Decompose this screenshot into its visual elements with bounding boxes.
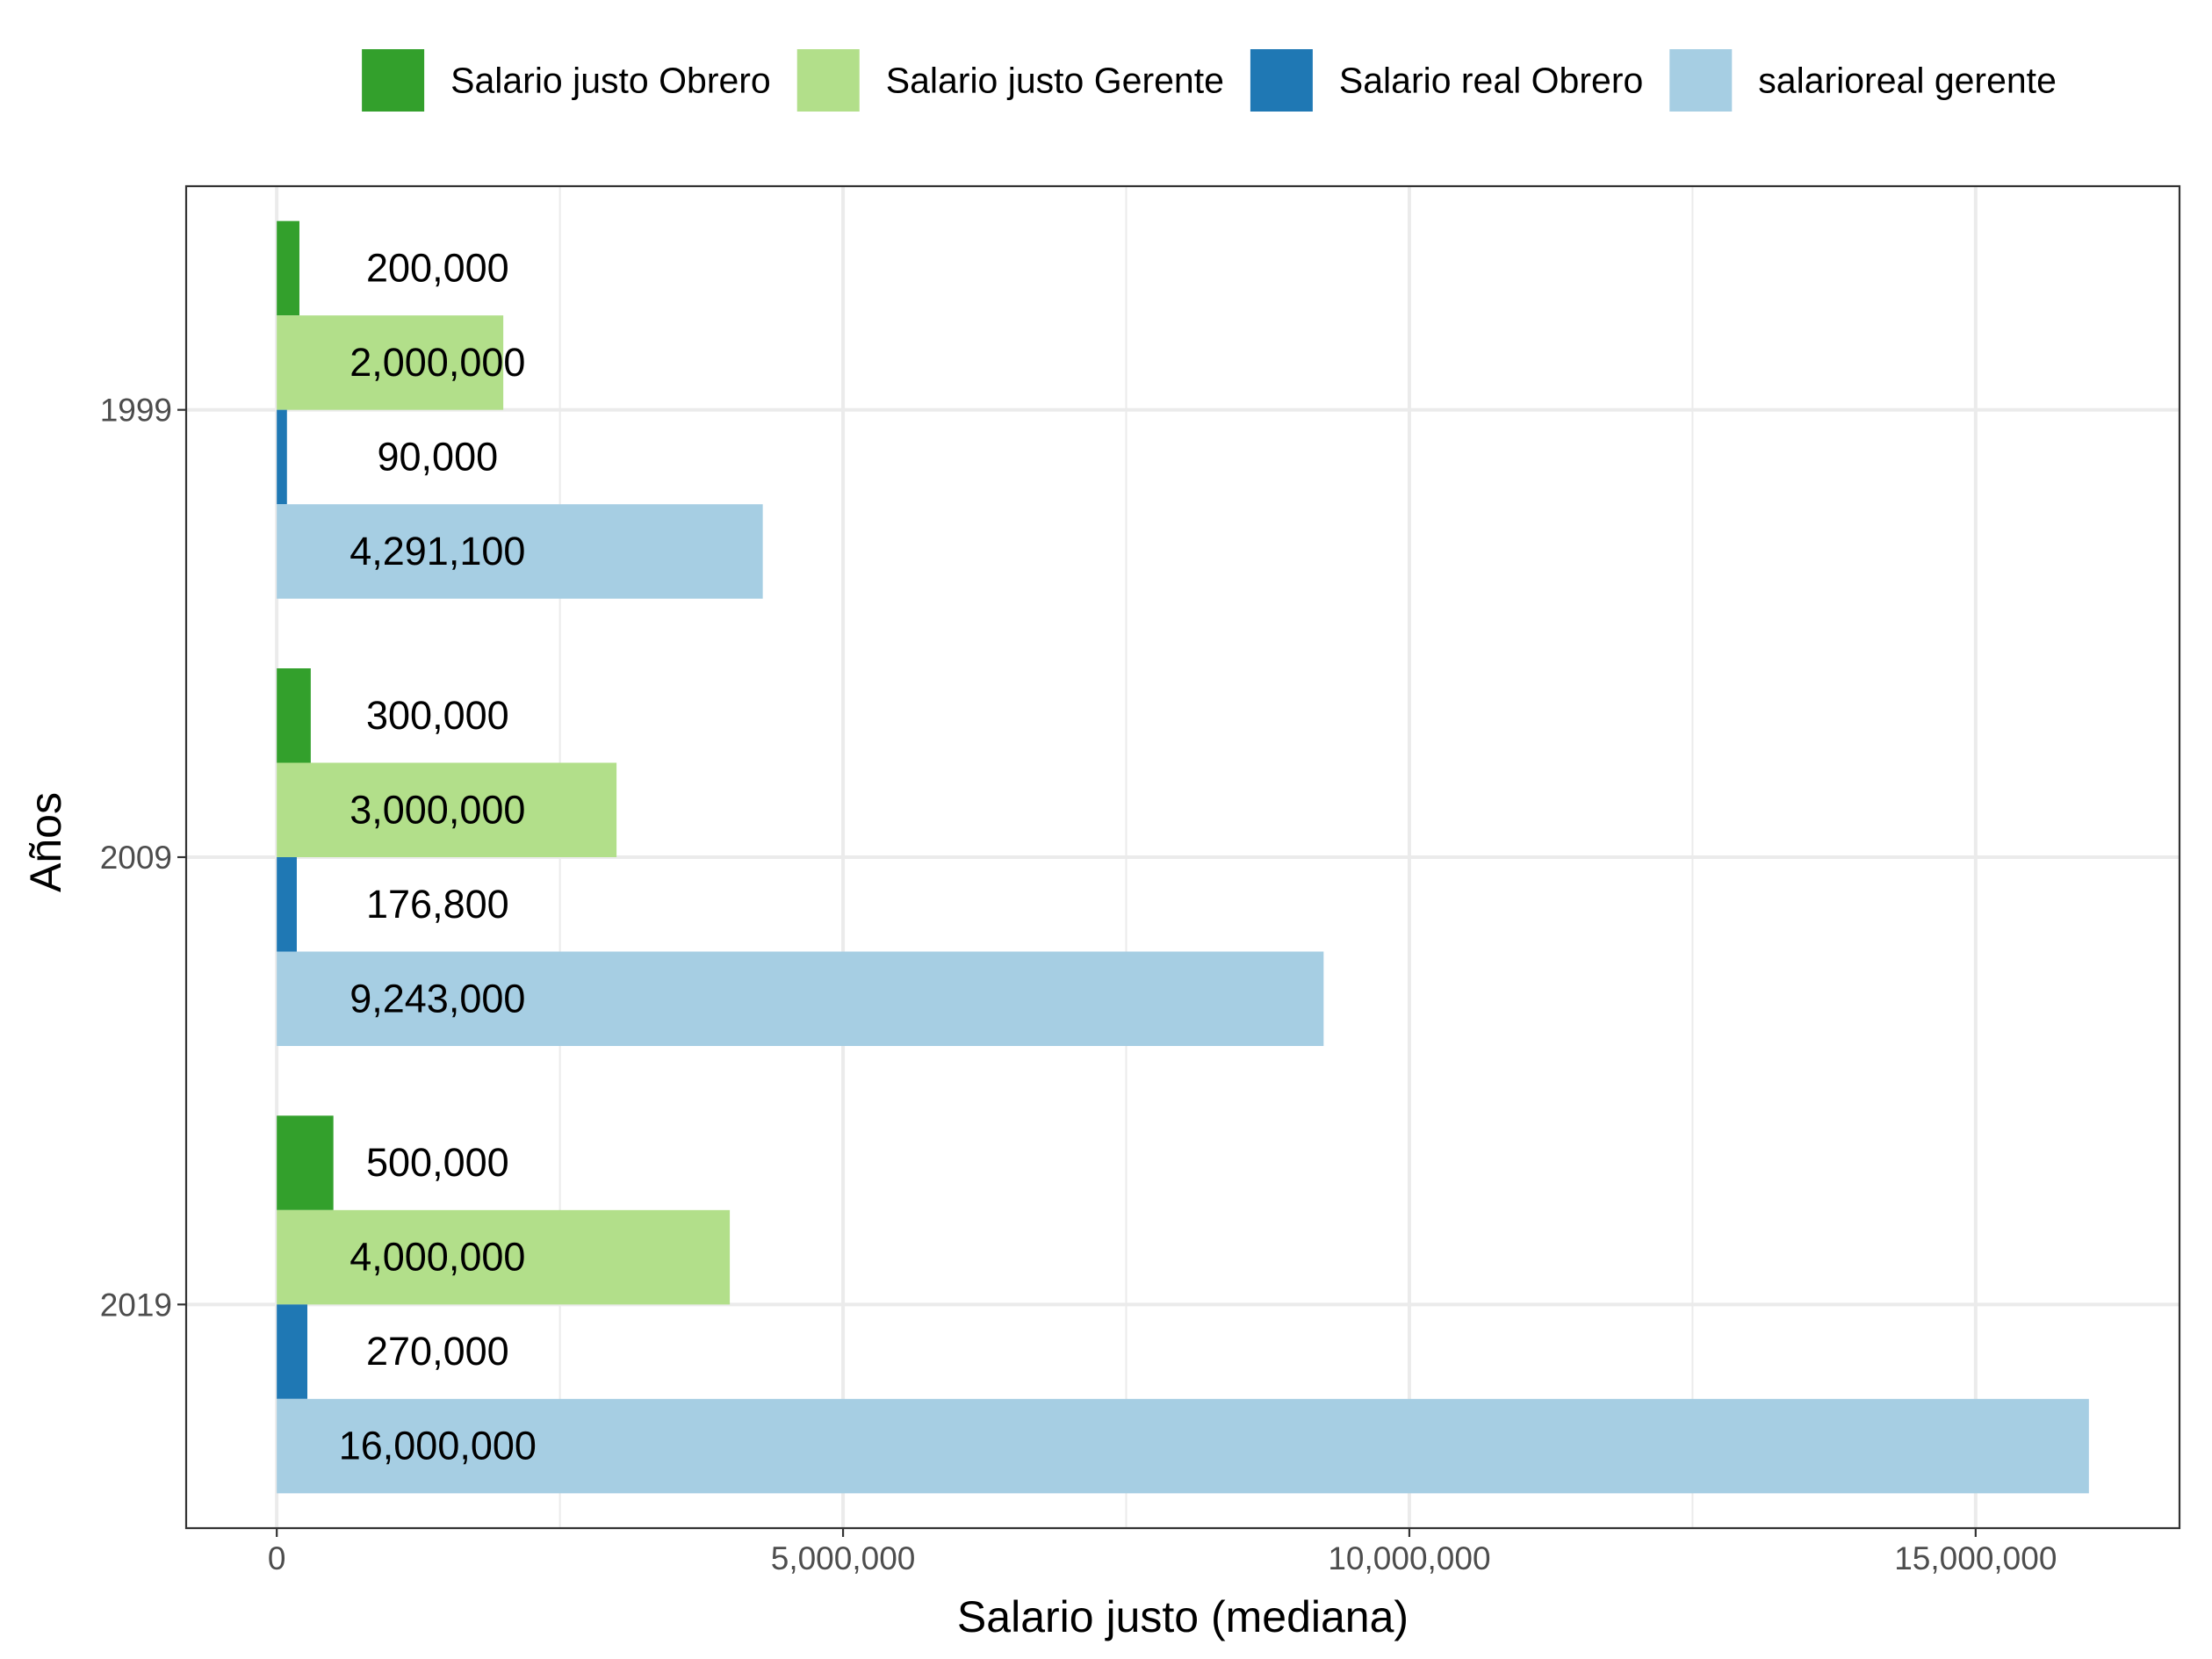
bar <box>277 1304 308 1399</box>
bar <box>277 1398 2089 1494</box>
bar <box>277 951 1324 1046</box>
bar <box>277 504 763 599</box>
x-axis-title: Salario justo (mediana) <box>957 1592 1409 1641</box>
bar <box>277 315 504 410</box>
data-label: 270,000 <box>366 1329 509 1374</box>
legend: Salario justo Obrero Salario justo Gerent… <box>362 49 2057 112</box>
data-label: 90,000 <box>378 434 499 479</box>
data-labels: 200,000 2,000,000 90,000 4,291,100 300,000 3,… <box>339 245 537 1468</box>
legend-label: Salario justo Obrero <box>450 61 771 101</box>
y-tick-label: 1999 <box>100 393 172 429</box>
legend-label: Salario justo Gerente <box>886 61 1224 101</box>
legend-key <box>796 49 860 112</box>
data-label: 9,243,000 <box>349 976 525 1021</box>
data-label: 500,000 <box>366 1140 509 1185</box>
y-axis: 1999 2009 2019 <box>100 393 186 1323</box>
y-axis-title: Años <box>21 792 70 892</box>
y-tick-label: 2009 <box>100 840 172 876</box>
data-label: 4,000,000 <box>349 1235 525 1280</box>
bar <box>277 762 617 857</box>
bar <box>277 1115 334 1210</box>
bars <box>277 220 2089 1494</box>
y-tick-label: 2019 <box>100 1287 172 1323</box>
bar <box>277 668 311 763</box>
bar <box>277 857 297 952</box>
legend-key <box>362 49 425 112</box>
data-label: 2,000,000 <box>349 340 525 385</box>
legend-key <box>1669 49 1733 112</box>
bar <box>277 409 287 505</box>
x-tick-label: 10,000,000 <box>1328 1540 1490 1576</box>
x-tick-label: 15,000,000 <box>1894 1540 2057 1576</box>
bar <box>277 1209 731 1305</box>
data-label: 4,291,100 <box>349 529 525 573</box>
data-label: 16,000,000 <box>339 1424 537 1468</box>
x-tick-label: 0 <box>268 1540 286 1576</box>
data-label: 200,000 <box>366 245 509 290</box>
legend-label: salarioreal gerente <box>1758 61 2057 101</box>
data-label: 176,800 <box>366 882 509 927</box>
data-label: 3,000,000 <box>349 787 525 832</box>
legend-key <box>1250 49 1313 112</box>
data-label: 300,000 <box>366 693 509 738</box>
legend-label: Salario real Obrero <box>1339 61 1643 101</box>
bar <box>277 220 299 316</box>
x-axis: 0 5,000,000 10,000,000 15,000,000 <box>268 1528 2057 1576</box>
x-tick-label: 5,000,000 <box>771 1540 916 1576</box>
